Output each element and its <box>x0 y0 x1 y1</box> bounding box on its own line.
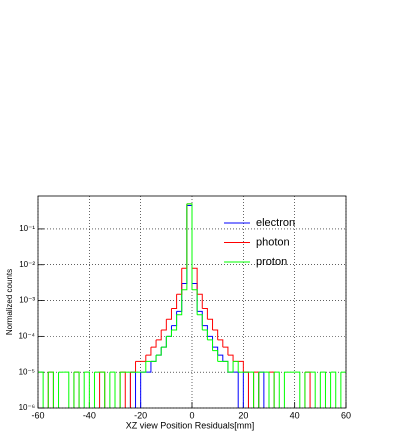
histogram-bin <box>99 371 106 408</box>
legend-label: photon <box>256 236 290 248</box>
histogram-bin <box>140 361 147 373</box>
histogram-bin <box>330 372 332 408</box>
histogram-bin <box>340 372 342 408</box>
histogram-bin <box>63 371 70 408</box>
histogram-bin <box>248 371 255 408</box>
histogram-bin <box>166 308 172 320</box>
histogram-bin <box>242 372 244 408</box>
x-tick-label: 20 <box>238 410 248 420</box>
histogram-bin <box>84 371 90 408</box>
histogram-bin <box>304 372 306 408</box>
histogram-bin <box>109 371 116 408</box>
histogram-bin <box>109 372 111 408</box>
histogram-bin <box>202 329 208 340</box>
histogram-bin <box>83 372 85 408</box>
histogram-bin <box>161 319 167 331</box>
y-tick-label: 10⁻¹ <box>19 224 35 233</box>
histogram-bin <box>212 350 219 362</box>
histogram-bin <box>156 347 162 356</box>
histogram-bin <box>222 360 229 373</box>
histogram-bin <box>222 346 229 356</box>
plot-area <box>38 203 346 408</box>
y-tick-label: 10⁻⁶ <box>19 403 35 412</box>
histogram-bin <box>202 307 208 320</box>
histogram-bin <box>263 371 270 408</box>
histogram-bin <box>73 372 75 408</box>
histogram-bin <box>192 267 198 295</box>
histogram-bin <box>161 336 167 348</box>
histogram-bin <box>166 330 172 337</box>
histogram-bin <box>212 329 219 340</box>
histogram-bin <box>99 372 101 408</box>
histogram-bin <box>330 371 337 408</box>
histogram-bin <box>294 371 301 408</box>
legend-label: electron <box>256 217 295 229</box>
plot-frame <box>37 195 347 409</box>
x-tick-label: -20 <box>134 410 147 420</box>
histogram-bin <box>181 203 188 291</box>
histogram-bin <box>197 293 203 309</box>
y-axis-label: Normalized counts <box>5 269 14 335</box>
x-tick-label: -60 <box>31 410 44 420</box>
histogram-bin <box>48 371 54 408</box>
x-tick-label: -40 <box>83 410 96 420</box>
histogram-bin <box>283 372 285 408</box>
histogram-bin <box>129 372 131 408</box>
histogram-bin <box>150 339 157 348</box>
histogram-bin <box>192 289 198 315</box>
histogram-bin <box>227 361 234 373</box>
histogram-bin <box>207 318 214 331</box>
histogram-bin <box>217 339 224 348</box>
histogram-bin <box>150 355 157 362</box>
histogram-bin <box>258 372 260 408</box>
x-axis-label: XZ view Position Residuals[mm] <box>126 420 255 430</box>
histogram-bin <box>145 361 152 373</box>
histogram-bin <box>217 354 224 362</box>
histogram-bin <box>38 371 44 408</box>
histogram-bin <box>227 354 234 362</box>
histogram-bin <box>58 372 60 408</box>
histogram-bin <box>176 289 183 316</box>
histogram-bin <box>274 371 280 408</box>
histogram-bin <box>319 372 321 408</box>
y-tick-label: 10⁻⁵ <box>19 367 35 376</box>
y-tick-label: 10⁻³ <box>19 296 35 305</box>
x-tick-label: 0 <box>189 410 194 420</box>
histogram-bin <box>156 330 162 341</box>
histogram-bin <box>320 371 326 408</box>
histogram-bin <box>186 203 193 290</box>
histogram-bin <box>93 372 95 408</box>
histogram-bin <box>171 314 178 331</box>
histogram-bin <box>207 339 214 351</box>
y-tick-label: 10⁻⁴ <box>18 331 35 340</box>
histogram-bin <box>233 360 239 373</box>
histogram-bin <box>238 360 244 373</box>
histogram-bin <box>119 372 121 408</box>
histogram-bin <box>73 371 80 408</box>
y-tick-label: 10⁻² <box>19 260 35 269</box>
histogram-bin <box>197 314 203 331</box>
x-tick-label: 40 <box>290 410 300 420</box>
legend-label: proton <box>256 256 287 268</box>
histogram-bin <box>47 372 49 408</box>
x-tick-label: 60 <box>341 410 351 420</box>
histogram-bin <box>140 372 142 408</box>
histogram-bin <box>145 347 152 356</box>
histogram-bin <box>310 371 316 408</box>
histogram-bin <box>273 372 275 408</box>
histogram-bin <box>171 294 178 309</box>
